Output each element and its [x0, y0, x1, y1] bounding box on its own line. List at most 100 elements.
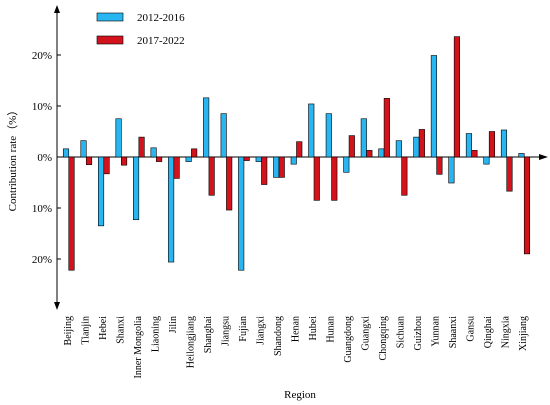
y-tick-label: 10% [32, 101, 52, 113]
bar-2012-2016 [133, 156, 140, 221]
bar-2017-2022 [191, 148, 198, 158]
category-label: Shaanxi [448, 316, 459, 348]
category-label: Guizhou [413, 316, 424, 350]
category-label: Ningxia [501, 315, 512, 348]
bar-2017-2022 [85, 156, 93, 165]
bar-2012-2016 [62, 148, 70, 158]
category-label: Heilongjiang [185, 316, 196, 368]
y-axis-title: Contribution rate（%） [6, 105, 19, 212]
y-tick-label: 20% [32, 254, 52, 266]
bar-2017-2022 [278, 156, 285, 178]
bar-2017-2022 [436, 156, 443, 175]
category-label: Beijing [63, 316, 74, 345]
category-label: Jiangxi [255, 316, 266, 345]
bar-2017-2022 [383, 98, 390, 158]
bar-2017-2022 [418, 129, 425, 158]
bar-2017-2022 [121, 156, 128, 166]
x-labels-group: Beijing Tianjin Hebei Shanxi Inner Mongolia L… [63, 315, 529, 378]
category-label: Fujian [238, 316, 249, 342]
bar-2017-2022 [208, 156, 215, 196]
bar-2017-2022 [243, 156, 250, 161]
category-label: Hunan [326, 316, 337, 343]
legend-label: 2012-2016 [137, 12, 185, 24]
legend-label: 2017-2022 [137, 35, 185, 47]
bars-group [62, 36, 531, 271]
bar-2012-2016 [238, 156, 245, 271]
bar-2012-2016 [500, 129, 508, 158]
bar-2012-2016 [220, 113, 227, 158]
bar-2012-2016 [290, 156, 297, 165]
bar-2012-2016 [308, 103, 315, 158]
category-label: Hubei [308, 316, 319, 341]
bar-2012-2016 [150, 147, 157, 158]
bar-2012-2016 [518, 153, 525, 158]
bar-2017-2022 [138, 136, 145, 158]
category-label: Hebei [98, 316, 109, 340]
bar-2012-2016 [203, 97, 210, 158]
bar-2012-2016 [378, 148, 385, 158]
bar-2017-2022 [488, 131, 496, 158]
category-label: Inner Mongolia [133, 315, 144, 378]
category-label: Yunnan [431, 316, 442, 347]
bar-2017-2022 [226, 156, 233, 211]
legend-swatch [96, 12, 124, 22]
bar-2012-2016 [430, 55, 437, 158]
bar-2012-2016 [465, 133, 472, 158]
bar-2012-2016 [325, 113, 332, 158]
y-tick-label: 0% [37, 152, 52, 164]
bar-2012-2016 [395, 140, 402, 158]
category-label: Qinghai [483, 316, 494, 348]
bar-2017-2022 [68, 156, 75, 271]
y-ticks-group: 20% 10% 0% 10% 20% [32, 50, 61, 266]
category-label: Liaoning [150, 316, 161, 352]
category-label: Sichuan [396, 316, 407, 348]
bar-2017-2022 [296, 141, 303, 158]
bar-2017-2022 [471, 150, 478, 158]
bar-2017-2022 [348, 135, 355, 158]
axes-group [54, 5, 548, 310]
bar-2017-2022 [506, 156, 513, 192]
bar-2012-2016 [343, 156, 350, 173]
y-axis-arrow-down [54, 302, 60, 310]
bar-2017-2022 [103, 156, 110, 175]
x-axis-arrow [539, 154, 548, 160]
bar-2012-2016 [80, 140, 87, 158]
y-tick-label: 10% [32, 203, 52, 215]
bar-2017-2022 [261, 156, 268, 185]
category-label: Chongqing [378, 316, 389, 360]
bar-2012-2016 [98, 156, 105, 227]
category-label: Tianjin [80, 316, 91, 345]
bar-2017-2022 [366, 150, 373, 158]
category-label: Guangxi [361, 316, 372, 351]
bar-2017-2022 [173, 156, 180, 179]
legend-swatch [96, 35, 124, 45]
bar-2012-2016 [483, 156, 490, 165]
bar-2012-2016 [360, 118, 367, 158]
y-axis-arrow-up [54, 5, 60, 13]
category-label: Jiangsu [220, 316, 231, 346]
bar-2012-2016 [413, 136, 420, 158]
bar-2012-2016 [185, 156, 192, 162]
bar-2017-2022 [401, 156, 408, 196]
category-label: Gansu [466, 316, 477, 342]
category-label: Shanghai [203, 316, 214, 353]
bar-2012-2016 [168, 156, 175, 263]
y-tick-label: 20% [32, 50, 52, 62]
category-label: Shanxi [115, 316, 126, 344]
category-label: Jilin [168, 316, 179, 333]
bar-2017-2022 [331, 156, 338, 201]
category-label: Guangdong [343, 316, 354, 363]
bar-2017-2022 [523, 156, 531, 255]
bar-2017-2022 [453, 36, 460, 158]
legend: 2012-2016 2017-2022 [96, 12, 185, 47]
bar-2012-2016 [273, 156, 280, 178]
category-label: Shandong [273, 316, 284, 356]
category-label: Xinjiang [518, 316, 529, 351]
bar-2012-2016 [255, 156, 262, 162]
bar-2017-2022 [156, 156, 163, 162]
x-axis-title: Region [284, 389, 316, 401]
bar-2017-2022 [313, 156, 320, 201]
category-label: Henan [291, 316, 302, 342]
